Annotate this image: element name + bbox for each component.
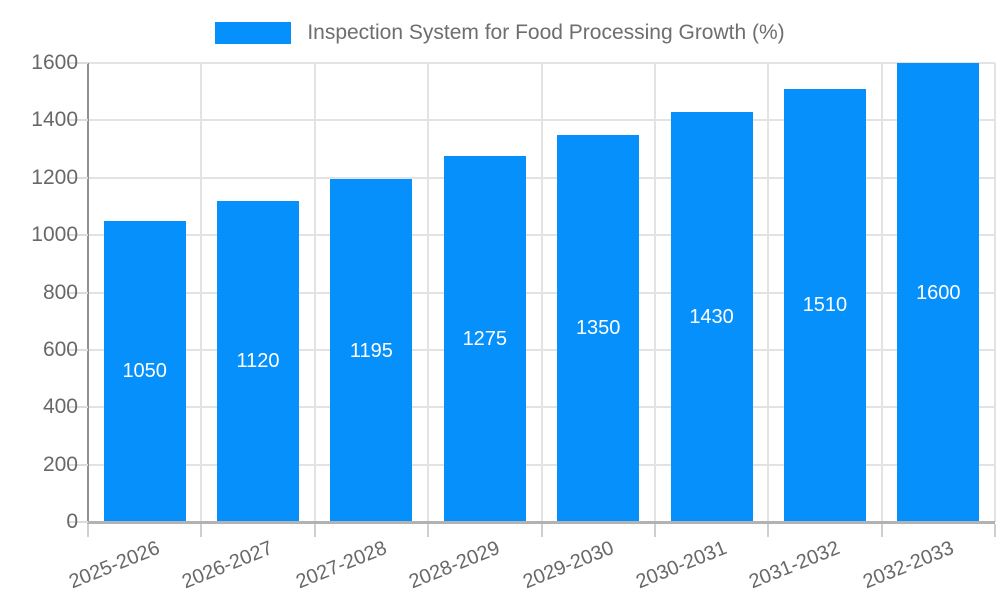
y-tick-mark [68, 119, 88, 122]
plot-area: 1050 1120 1195 1275 1350 1430 1510 1600 [88, 62, 996, 522]
y-tick-mark [68, 176, 88, 179]
bar [783, 88, 866, 522]
legend-label: Inspection System for Food Processing Gr… [307, 21, 785, 44]
x-axis-tick-label: 2025-2026 [65, 537, 163, 594]
y-tick-mark [68, 348, 88, 351]
y-tick-mark [68, 291, 88, 294]
x-axis-tick-label: 2026-2027 [179, 537, 277, 594]
x-axis-tick-label: 2030-2031 [632, 537, 730, 594]
y-tick-mark [68, 406, 88, 409]
x-tick-mark [87, 524, 89, 537]
x-axis-tick-label: 2029-2030 [519, 537, 617, 594]
y-axis-tick-label: 1000 [31, 223, 78, 247]
x-axis-tick-label: 2027-2028 [292, 537, 390, 594]
y-axis-tick-label: 400 [42, 395, 78, 419]
y-axis-tick-label: 600 [42, 337, 78, 361]
bar [217, 200, 300, 522]
gridline-vertical [200, 63, 203, 522]
x-tick-mark [653, 524, 656, 537]
bar-value-label: 1050 [122, 360, 167, 383]
bar [330, 179, 413, 522]
bar [557, 134, 640, 522]
y-axis-tick-label: 200 [42, 452, 78, 476]
bar [670, 111, 753, 522]
legend: Inspection System for Food Processing Gr… [0, 14, 1000, 52]
y-axis-tick-label: 0 [66, 510, 78, 533]
y-tick-mark [68, 521, 88, 523]
bar-value-label: 1510 [802, 294, 848, 317]
gridline-vertical [540, 63, 543, 522]
bar-value-label: 1120 [236, 350, 280, 373]
y-axis-tick-label: 800 [42, 280, 78, 304]
x-tick-mark [200, 524, 203, 537]
bar [103, 220, 186, 522]
gridline-vertical [767, 63, 770, 522]
bar-value-label: 1600 [916, 281, 961, 304]
gridline-vertical [313, 63, 316, 522]
x-tick-mark [427, 524, 430, 537]
x-axis-tick-label: 2028-2029 [406, 537, 504, 594]
bar-value-label: 1195 [349, 339, 393, 362]
x-axis-tick-label: 2032-2033 [859, 537, 957, 594]
bar-value-label: 1430 [689, 305, 734, 328]
x-axis-line [87, 521, 995, 524]
y-axis-tick-label: 1600 [31, 51, 78, 74]
x-tick-mark [880, 524, 883, 537]
x-tick-mark [540, 524, 543, 537]
y-tick-mark [68, 463, 88, 466]
bar [897, 63, 980, 522]
y-axis-line [87, 63, 89, 522]
bar [443, 156, 526, 522]
legend-swatch [215, 22, 292, 44]
gridline-vertical [427, 63, 430, 522]
bar-value-label: 1275 [462, 328, 508, 351]
gridline-vertical [994, 63, 996, 522]
gridline-vertical [880, 63, 883, 522]
bar-value-label: 1350 [575, 317, 621, 340]
y-axis-tick-label: 1200 [31, 165, 78, 189]
y-axis-tick-label: 1400 [31, 108, 78, 132]
x-tick-mark [994, 524, 996, 537]
y-tick-mark [68, 234, 88, 237]
y-tick-mark [68, 62, 88, 64]
x-tick-mark [767, 524, 770, 537]
x-tick-mark [313, 524, 316, 537]
gridline-vertical [653, 63, 656, 522]
x-axis-tick-label: 2031-2032 [746, 537, 844, 594]
